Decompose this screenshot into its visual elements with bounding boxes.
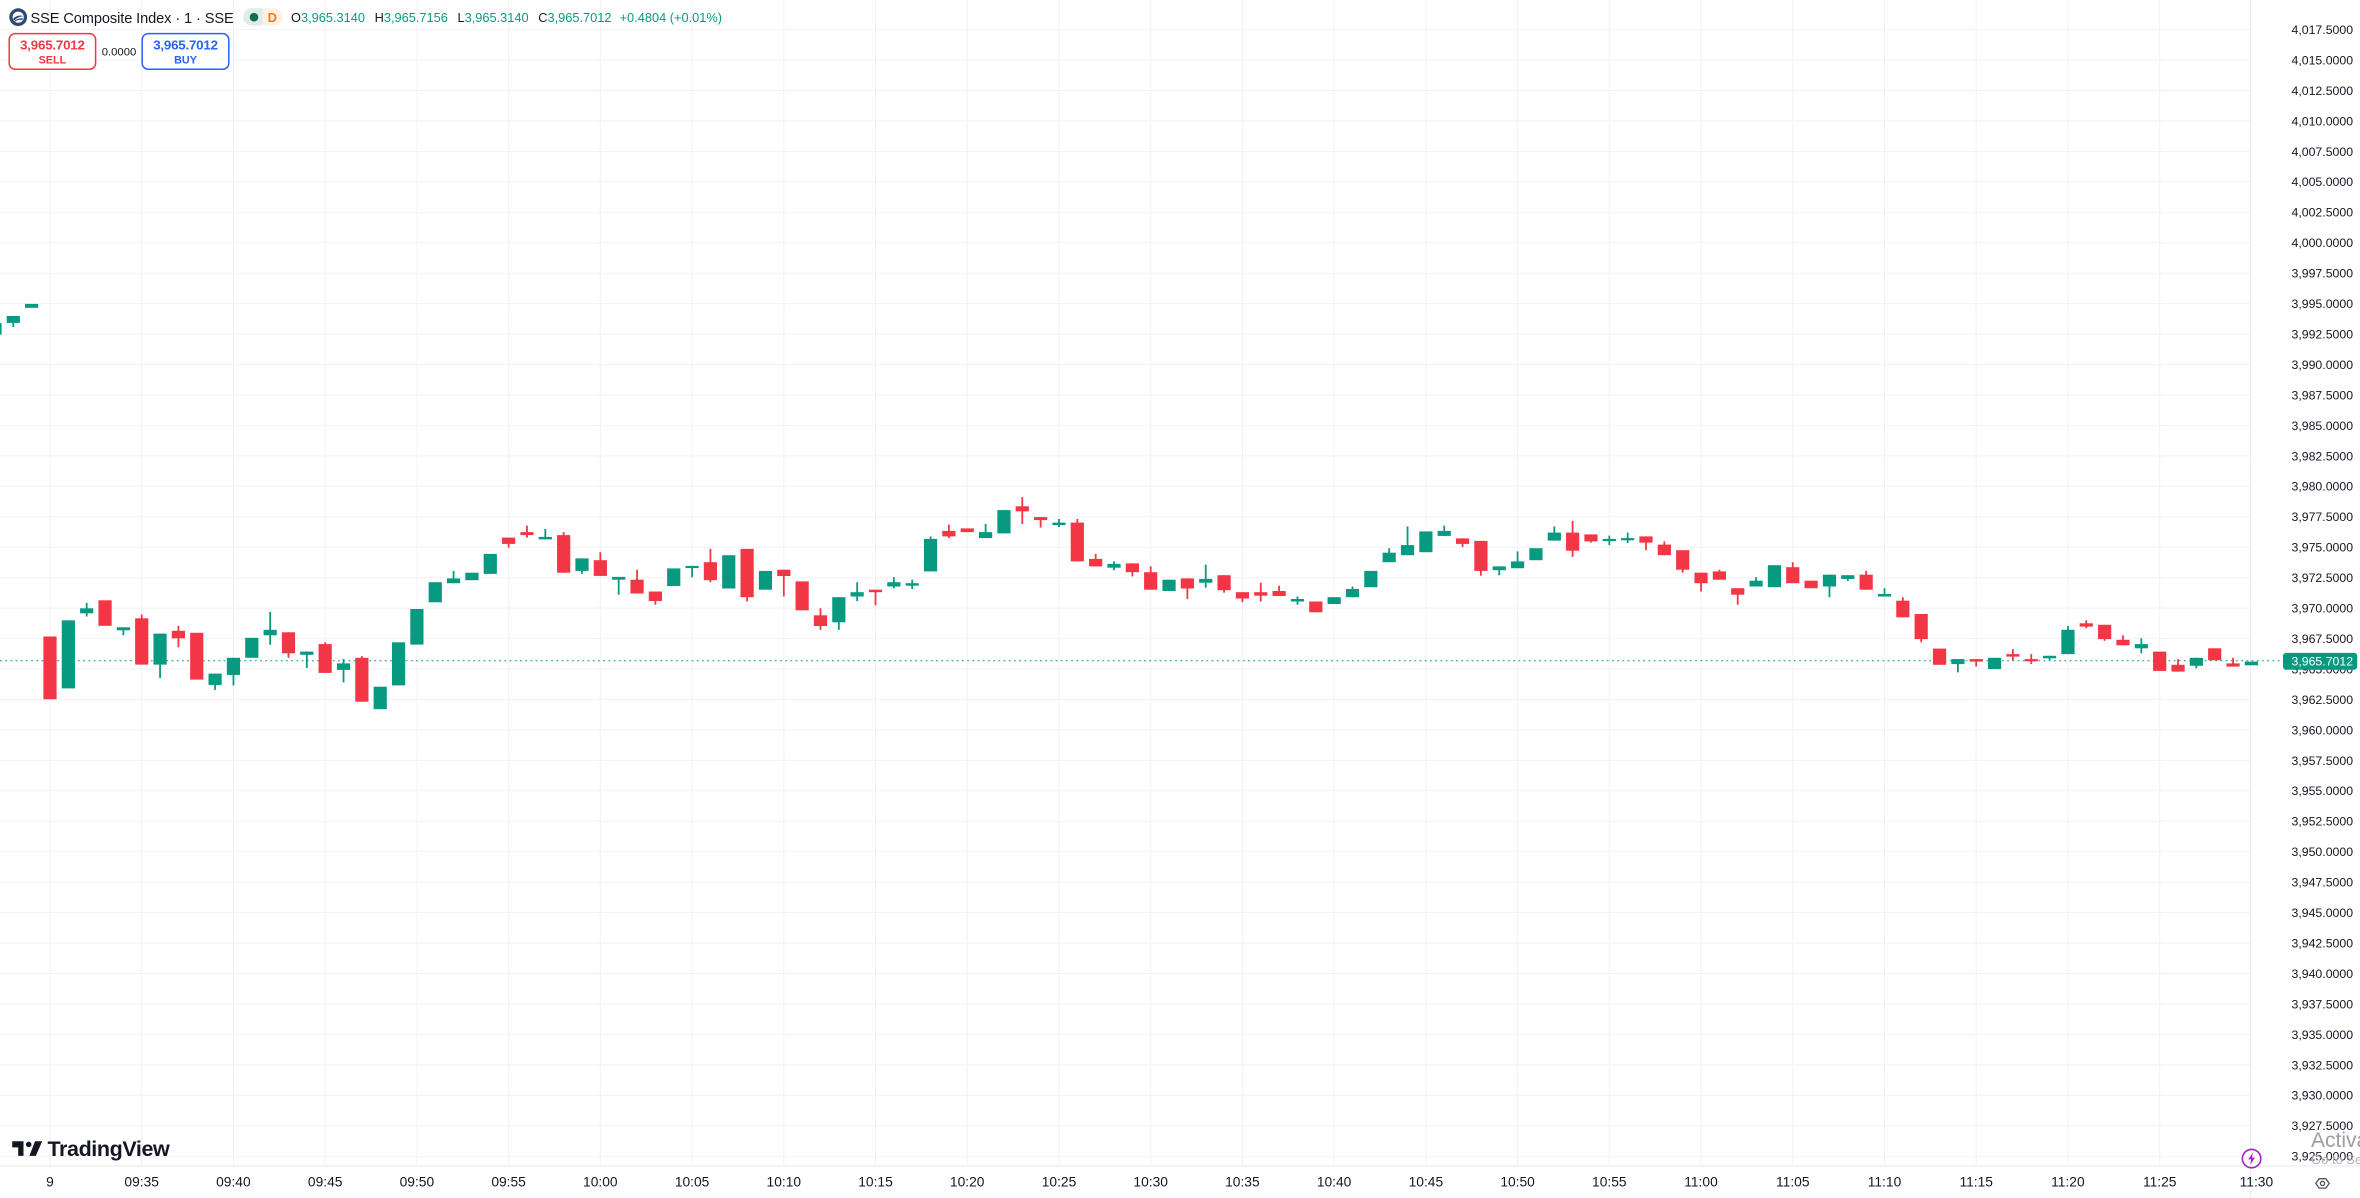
svg-text:3,937.5000: 3,937.5000 (2292, 997, 2354, 1011)
svg-text:11:10: 11:10 (1868, 1175, 1902, 1190)
svg-text:3,987.5000: 3,987.5000 (2292, 388, 2354, 402)
svg-text:3,945.0000: 3,945.0000 (2292, 906, 2354, 920)
svg-text:3,982.5000: 3,982.5000 (2292, 449, 2354, 463)
svg-text:09:35: 09:35 (124, 1175, 159, 1190)
svg-text:11:00: 11:00 (1684, 1175, 1718, 1190)
svg-text:4,007.5000: 4,007.5000 (2292, 145, 2354, 159)
svg-text:3,992.5000: 3,992.5000 (2292, 328, 2354, 342)
svg-text:3,957.5000: 3,957.5000 (2292, 754, 2354, 768)
svg-text:09:55: 09:55 (491, 1175, 526, 1190)
svg-text:09:50: 09:50 (400, 1175, 435, 1190)
svg-text:10:45: 10:45 (1409, 1175, 1444, 1190)
svg-text:3,962.5000: 3,962.5000 (2292, 693, 2354, 707)
svg-text:BUY: BUY (174, 54, 198, 66)
svg-text:11:20: 11:20 (2051, 1175, 2085, 1190)
svg-text:3,950.0000: 3,950.0000 (2292, 845, 2354, 859)
svg-text:Activate: Activate (2311, 1129, 2360, 1152)
svg-text:11:15: 11:15 (1959, 1175, 1993, 1190)
svg-text:3,965.7012: 3,965.7012 (2292, 655, 2354, 669)
svg-text:SELL: SELL (39, 54, 67, 66)
svg-text:3,977.5000: 3,977.5000 (2292, 510, 2354, 524)
svg-text:4,012.5000: 4,012.5000 (2292, 84, 2354, 98)
svg-text:SSE Composite Index · 1 · SSE: SSE Composite Index · 1 · SSE (31, 11, 234, 27)
svg-text:4,017.5000: 4,017.5000 (2292, 23, 2354, 37)
svg-text:10:30: 10:30 (1133, 1175, 1168, 1190)
svg-text:11:05: 11:05 (1776, 1175, 1810, 1190)
svg-text:3,935.0000: 3,935.0000 (2292, 1028, 2354, 1042)
svg-text:3,975.0000: 3,975.0000 (2292, 541, 2354, 555)
svg-text:3,942.5000: 3,942.5000 (2292, 937, 2354, 951)
svg-text:4,010.0000: 4,010.0000 (2292, 114, 2354, 128)
svg-text:3,990.0000: 3,990.0000 (2292, 358, 2354, 372)
svg-text:3,965.7012: 3,965.7012 (20, 38, 85, 53)
svg-text:0.0000: 0.0000 (102, 46, 137, 58)
svg-text:4,015.0000: 4,015.0000 (2292, 53, 2354, 67)
svg-text:3,965.7012: 3,965.7012 (153, 38, 218, 53)
svg-text:3,967.5000: 3,967.5000 (2292, 632, 2354, 646)
svg-text:10:55: 10:55 (1592, 1175, 1627, 1190)
svg-text:10:40: 10:40 (1317, 1175, 1352, 1190)
svg-text:3,927.5000: 3,927.5000 (2292, 1119, 2354, 1133)
svg-text:10:25: 10:25 (1042, 1175, 1077, 1190)
svg-text:3,970.0000: 3,970.0000 (2292, 602, 2354, 616)
svg-text:09:45: 09:45 (308, 1175, 343, 1190)
svg-text:09:40: 09:40 (216, 1175, 251, 1190)
svg-text:10:10: 10:10 (767, 1175, 802, 1190)
svg-text:Go to Settin: Go to Settin (2311, 1152, 2360, 1167)
svg-text:3,925.0000: 3,925.0000 (2292, 1150, 2354, 1164)
svg-text:3,980.0000: 3,980.0000 (2292, 480, 2354, 494)
svg-text:3,932.5000: 3,932.5000 (2292, 1058, 2354, 1072)
svg-text:10:15: 10:15 (858, 1175, 893, 1190)
svg-text:3,952.5000: 3,952.5000 (2292, 815, 2354, 829)
svg-text:3,985.0000: 3,985.0000 (2292, 419, 2354, 433)
svg-text:O3,965.3140 H3,965.7156 L3,965: O3,965.3140 H3,965.7156 L3,965.3140 C3,9… (291, 10, 722, 25)
svg-text:3,930.0000: 3,930.0000 (2292, 1089, 2354, 1103)
svg-text:3,960.0000: 3,960.0000 (2292, 723, 2354, 737)
svg-text:3,940.0000: 3,940.0000 (2292, 967, 2354, 981)
svg-text:3,947.5000: 3,947.5000 (2292, 876, 2354, 890)
svg-text:3,972.5000: 3,972.5000 (2292, 571, 2354, 585)
svg-text:3,995.0000: 3,995.0000 (2292, 297, 2354, 311)
svg-text:10:20: 10:20 (950, 1175, 985, 1190)
svg-text:D: D (268, 10, 277, 25)
svg-text:9: 9 (46, 1175, 54, 1190)
svg-text:4,005.0000: 4,005.0000 (2292, 175, 2354, 189)
svg-text:10:00: 10:00 (583, 1175, 618, 1190)
svg-text:11:25: 11:25 (2143, 1175, 2177, 1190)
svg-text:TradingView: TradingView (48, 1137, 171, 1161)
svg-text:4,002.5000: 4,002.5000 (2292, 206, 2354, 220)
svg-text:4,000.0000: 4,000.0000 (2292, 236, 2354, 250)
svg-text:3,997.5000: 3,997.5000 (2292, 267, 2354, 281)
svg-text:11:30: 11:30 (2240, 1175, 2274, 1190)
svg-text:10:35: 10:35 (1225, 1175, 1260, 1190)
svg-text:10:05: 10:05 (675, 1175, 710, 1190)
svg-text:3,955.0000: 3,955.0000 (2292, 784, 2354, 798)
svg-text:10:50: 10:50 (1500, 1175, 1535, 1190)
